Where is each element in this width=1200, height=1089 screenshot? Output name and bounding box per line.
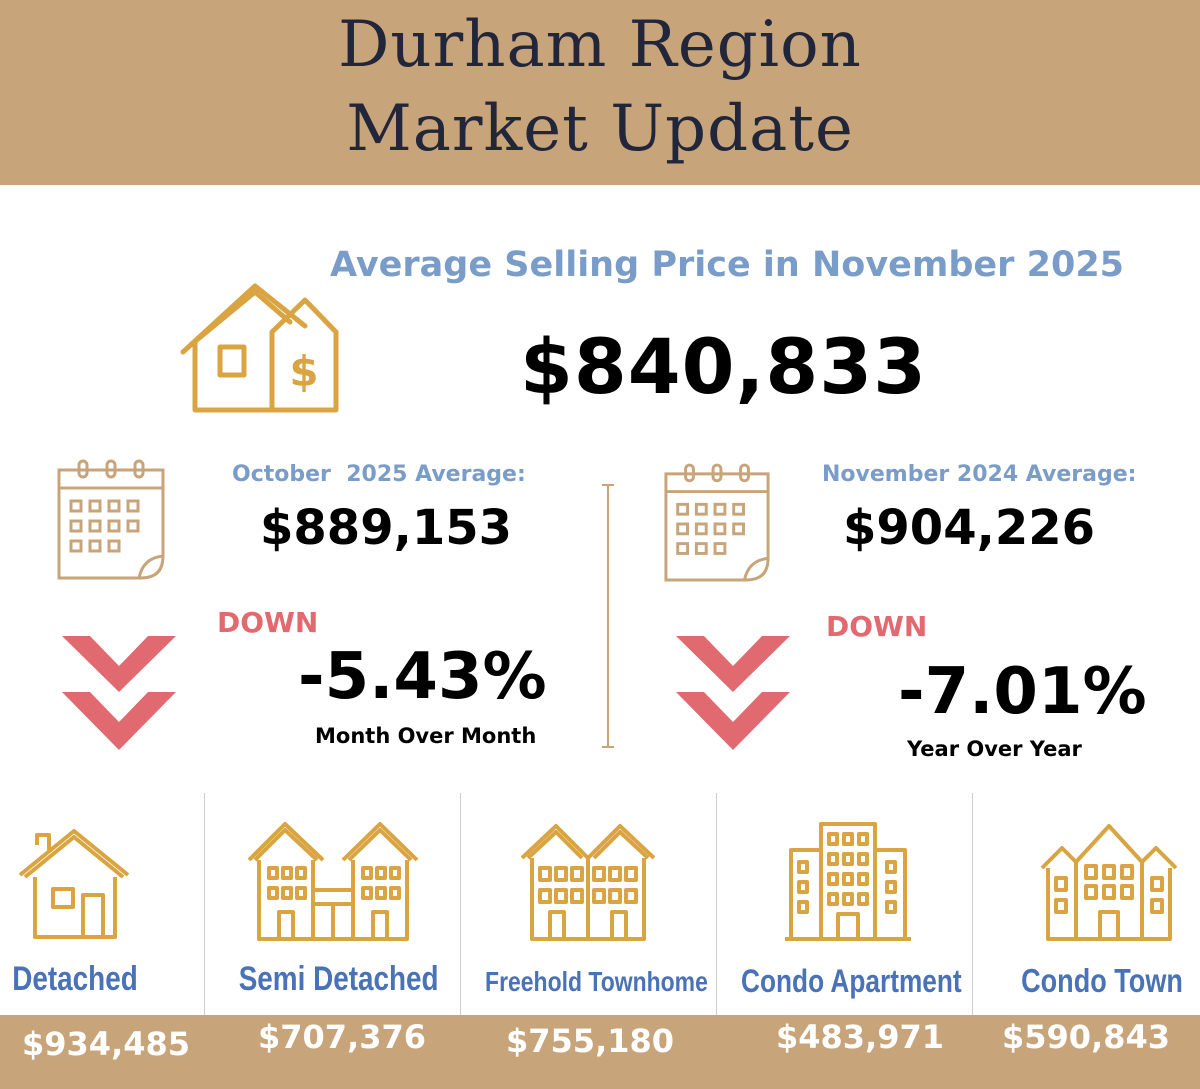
double-down-arrow-icon xyxy=(676,636,790,750)
condo-apartment-icon xyxy=(785,822,911,941)
mom-change-percent: -5.43% xyxy=(298,640,547,714)
mom-comparison-value: $889,153 xyxy=(260,500,513,556)
column-separator xyxy=(204,793,205,1015)
column-separator xyxy=(972,793,973,1015)
condo-town-icon xyxy=(1040,824,1178,941)
semi-detached-icon xyxy=(247,822,419,941)
average-price-heading: Average Selling Price in November 2025 xyxy=(330,245,1125,285)
calendar-icon xyxy=(57,459,165,580)
double-down-arrow-icon xyxy=(62,636,176,750)
type-label-freehold-townhome: Freehold Townhome xyxy=(485,966,708,997)
type-label-condo-apartment: Condo Apartment xyxy=(741,963,962,999)
calendar-icon xyxy=(664,463,770,582)
price-bar xyxy=(0,1015,1200,1089)
type-label-condo-town: Condo Town xyxy=(1021,962,1183,999)
yoy-change-percent: -7.01% xyxy=(898,655,1147,729)
average-price-value: $840,833 xyxy=(520,322,928,411)
detached-house-icon xyxy=(18,829,130,939)
yoy-direction: DOWN xyxy=(826,610,928,643)
type-label-detached: Detached xyxy=(12,960,138,998)
yoy-comparison-label: November 2024 Average: xyxy=(822,462,1137,487)
price-semi-detached: $707,376 xyxy=(258,1018,427,1056)
mom-comparison-label: October 2025 Average: xyxy=(232,462,526,487)
column-separator xyxy=(460,793,461,1015)
price-freehold-townhome: $755,180 xyxy=(506,1022,675,1060)
yoy-caption: Year Over Year xyxy=(907,737,1082,761)
center-divider xyxy=(607,485,609,747)
page-title-line1: Durham Region xyxy=(338,8,862,82)
price-condo-town: $590,843 xyxy=(1002,1018,1171,1056)
yoy-comparison-value: $904,226 xyxy=(843,500,1096,556)
svg-text:$: $ xyxy=(289,347,318,396)
price-condo-apartment: $483,971 xyxy=(776,1018,945,1056)
mom-caption: Month Over Month xyxy=(315,724,537,748)
price-detached: $934,485 xyxy=(22,1025,191,1063)
header-banner: Durham Region Market Update xyxy=(0,0,1200,185)
type-label-semi-detached: Semi Detached xyxy=(238,960,439,998)
house-dollar-icon: $ xyxy=(180,283,339,413)
page-title-line2: Market Update xyxy=(346,92,854,166)
townhome-icon xyxy=(520,824,656,941)
column-separator xyxy=(716,793,717,1015)
mom-direction: DOWN xyxy=(217,606,319,639)
divider-cap-bottom xyxy=(602,746,614,748)
